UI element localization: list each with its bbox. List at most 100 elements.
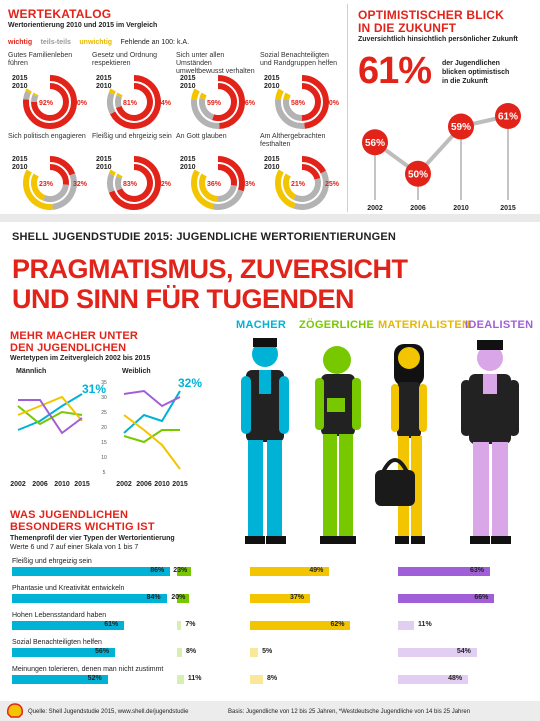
importance-bar-value: 8% xyxy=(266,675,278,682)
donut-year-2015: 2015 xyxy=(264,75,280,82)
donut-year-2010: 2010 xyxy=(180,164,196,171)
optimism-x-tick: 2015 xyxy=(500,205,516,212)
donut-segment xyxy=(107,173,115,193)
optimism-point xyxy=(448,113,474,140)
importance-bar-value: 23% xyxy=(173,567,188,574)
donut-segment xyxy=(217,164,237,186)
importance-bar xyxy=(177,648,182,657)
importance-bar-value: 56% xyxy=(95,648,110,655)
donut-value-2010: 33% xyxy=(241,181,256,188)
macher-series-line xyxy=(17,395,83,422)
macher-x-tick: 2010 xyxy=(154,481,170,488)
donut-year-2010: 2010 xyxy=(180,83,196,90)
optimism-panel: OPTIMISTISCHER BLICK IN DIE ZUKUNFT Zuve… xyxy=(350,0,540,212)
importance-bar xyxy=(398,567,490,576)
macher-series-line xyxy=(17,393,83,431)
legend-teils: teils-teils xyxy=(40,39,71,46)
wertekatalog-item: An Gott glauben 2015 2010 36% 33% xyxy=(176,133,258,211)
persona-zoegerliche-figure xyxy=(315,346,361,544)
wertekatalog-item-label: Sozial Benachteiligten und Randgruppen h… xyxy=(260,52,338,67)
female-label: Weiblich xyxy=(122,368,151,375)
donut-value-2015: 58% xyxy=(291,100,306,107)
persona-macher-figure xyxy=(241,338,289,544)
persona-label-materialisten: MATERIALISTEN xyxy=(378,319,471,331)
wertekatalog-item-label: Sich unter allen Umständen umweltbewusst… xyxy=(176,52,255,75)
donut-segment xyxy=(217,184,237,202)
donut-segment xyxy=(191,99,220,129)
donut-segment xyxy=(31,173,46,201)
donut-segment xyxy=(301,75,329,129)
male-value: 31% xyxy=(82,382,107,396)
donut-year-2010: 2010 xyxy=(12,83,28,90)
donut-year-2010: 2010 xyxy=(264,83,280,90)
donut-value-2010: 32% xyxy=(73,181,88,188)
donut-segment xyxy=(115,83,153,121)
optimism-text-1: der Jugendlichen xyxy=(442,60,500,67)
optimism-x-tick: 2010 xyxy=(453,205,469,212)
persona-idealisten-figure xyxy=(461,340,519,544)
importance-bar xyxy=(250,594,310,603)
wertekatalog-item: Gutes Familienleben führen 2015 2010 92% 90% xyxy=(8,52,90,130)
donut-segment xyxy=(199,173,219,202)
importance-bar xyxy=(12,567,171,576)
bar-category-label: Hohen Lebensstandard haben xyxy=(12,612,107,619)
macher-x-tick: 2015 xyxy=(74,481,90,488)
optimism-point xyxy=(362,129,388,156)
wichtig-subtitle-2: Werte 6 und 7 auf einer Skala von 1 bis … xyxy=(10,544,139,551)
importance-bar-value: 86% xyxy=(150,567,165,574)
importance-bar xyxy=(177,675,184,684)
wertekatalog-item: Sich unter allen Umständen umweltbewusst… xyxy=(176,52,258,130)
donut-value-2010: 60% xyxy=(325,100,340,107)
male-label: Männlich xyxy=(16,368,47,375)
wertekatalog-subtitle: Wertorientierung 2010 und 2015 im Vergle… xyxy=(8,22,158,29)
donut-segment xyxy=(49,156,76,176)
wertekatalog-legend: wichtig teils-teils unwichtig Fehlende a… xyxy=(8,31,189,49)
donut-year-2015: 2015 xyxy=(96,156,112,163)
donut-segment xyxy=(115,176,123,191)
donut-segment xyxy=(23,91,31,100)
importance-bar-value: 20% xyxy=(171,594,186,601)
donut-segment xyxy=(283,173,297,200)
importance-bar xyxy=(250,648,259,657)
optimism-title-2: IN DIE ZUKUNFT xyxy=(358,21,457,35)
donut-segment xyxy=(217,156,245,192)
importance-bar-value: 61% xyxy=(104,621,119,628)
wichtig-title-2: BESONDERS WICHTIG IST xyxy=(10,521,155,533)
importance-bar xyxy=(398,648,477,657)
footer-bar xyxy=(0,701,540,721)
donut-segment xyxy=(107,92,116,115)
macher-y-tick: 5 xyxy=(103,470,106,476)
donut-segment xyxy=(108,169,116,176)
donut-value-2015: 36% xyxy=(207,181,222,188)
importance-bar-value: 54% xyxy=(456,648,471,655)
optimism-x-tick: 2002 xyxy=(367,205,383,212)
importance-bar xyxy=(250,567,330,576)
importance-bar-value: 11% xyxy=(418,621,432,628)
donut-segment xyxy=(199,98,215,121)
optimism-point-label: 61% xyxy=(498,112,518,123)
donut-year-2015: 2015 xyxy=(264,156,280,163)
wichtig-title-1: WAS JUGENDLICHEN xyxy=(10,509,129,521)
optimism-point-label: 56% xyxy=(365,138,385,149)
macher-series-line xyxy=(123,390,181,434)
importance-bar-value: 62% xyxy=(330,621,345,628)
wertekatalog-item: Fleißig und ehrgeizig sein 2015 2010 83% 82% xyxy=(92,133,174,211)
macher-y-tick: 10 xyxy=(101,455,107,461)
banner-strip xyxy=(0,214,540,222)
importance-bar xyxy=(398,675,469,684)
wertekatalog-item: Am Althergebrachten festhalten 2015 2010 21… xyxy=(260,133,342,211)
optimism-point-label: 59% xyxy=(451,122,471,133)
macher-x-tick: 2010 xyxy=(54,481,70,488)
wertekatalog-title: WERTEKATALOG xyxy=(8,7,112,21)
donut-segment xyxy=(275,99,305,129)
donut-segment xyxy=(283,92,291,101)
persona-materialisten-figure xyxy=(375,344,427,544)
optimism-point xyxy=(405,160,431,187)
wertekatalog-item-label: Sich politisch engagieren xyxy=(8,133,86,140)
donut-value-2015: 81% xyxy=(123,100,138,107)
donut-segment xyxy=(191,88,200,100)
